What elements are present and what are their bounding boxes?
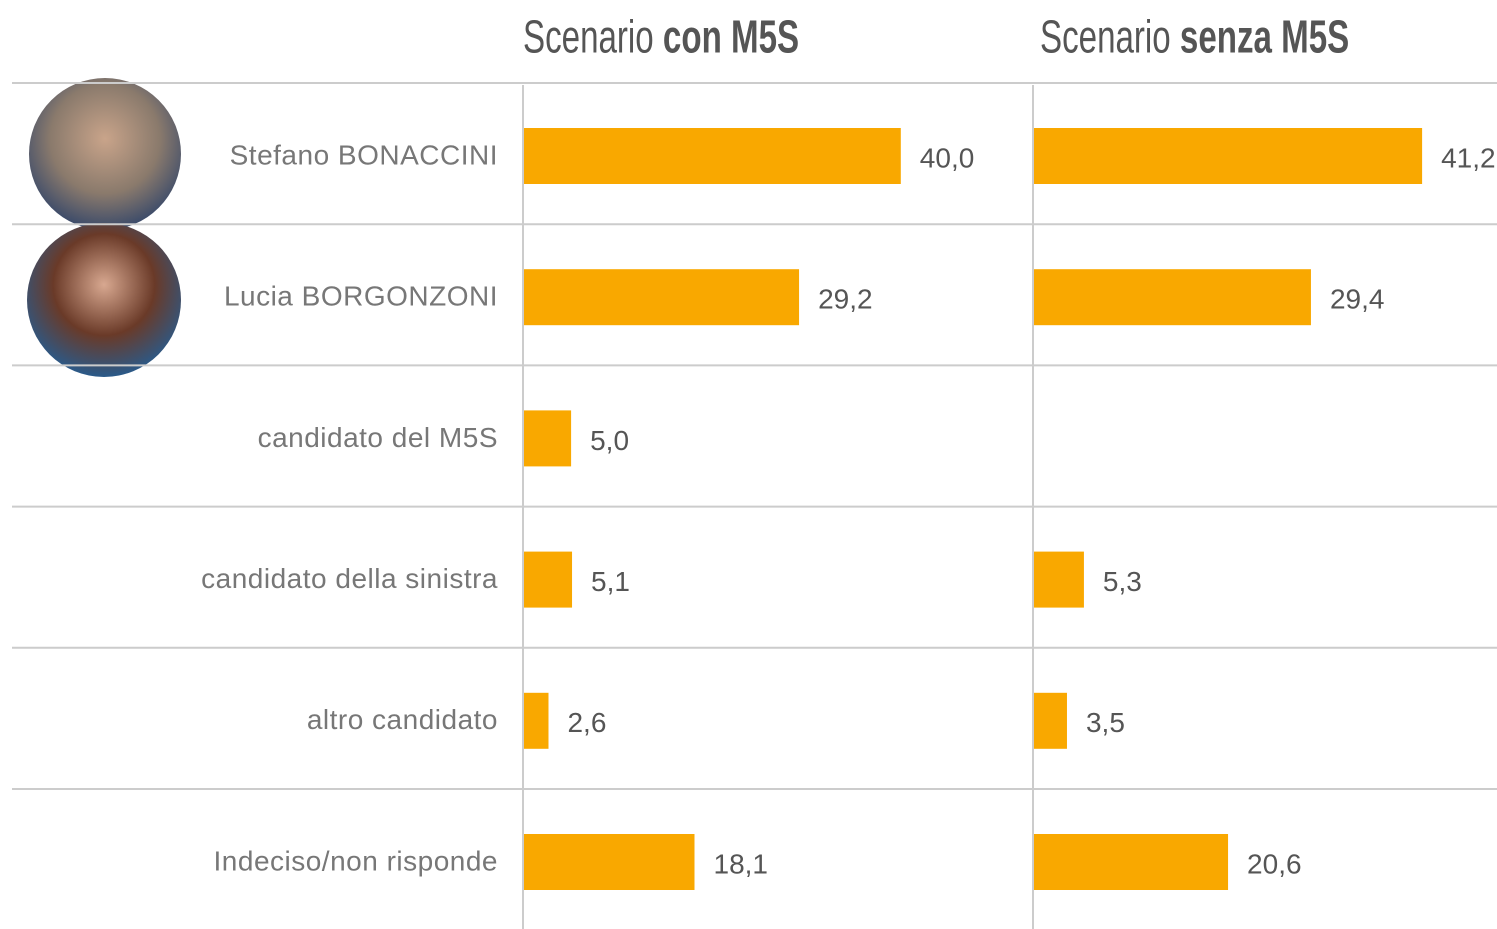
bar — [524, 269, 800, 326]
category-label: candidato del M5S — [258, 422, 498, 453]
bar — [1034, 834, 1229, 890]
bar — [524, 692, 549, 749]
panel-title-text: Scenario senza M5S — [1040, 12, 1349, 62]
bar — [524, 834, 695, 890]
value-label: 2,6 — [567, 707, 606, 738]
photo — [27, 223, 181, 377]
category-label: Indeciso/non risponde — [214, 845, 498, 876]
panel-title: Scenario con M5S — [523, 12, 799, 62]
bar — [1034, 551, 1084, 608]
panel-title: Scenario senza M5S — [1040, 12, 1349, 62]
value-label: 20,6 — [1247, 848, 1302, 879]
value-label: 5,3 — [1103, 566, 1142, 597]
bar — [524, 551, 573, 608]
title-prefix: Scenario — [523, 12, 654, 62]
title-prefix: Scenario — [1040, 12, 1171, 62]
bar — [524, 128, 901, 184]
value-label: 3,5 — [1086, 707, 1125, 738]
value-label: 29,4 — [1330, 284, 1385, 315]
value-label: 5,1 — [591, 566, 630, 597]
value-label: 29,2 — [818, 284, 873, 315]
photo — [29, 78, 181, 230]
category-label: Stefano BONACCINI — [230, 139, 498, 170]
value-label: 41,2 — [1441, 142, 1496, 173]
panel-title-text: Scenario con M5S — [523, 12, 799, 62]
bar — [1034, 128, 1423, 184]
title-emphasis: con M5S — [663, 12, 799, 62]
bar — [1034, 692, 1067, 749]
value-label: 18,1 — [714, 848, 769, 879]
bar — [1034, 269, 1311, 326]
category-label: candidato della sinistra — [201, 563, 498, 594]
bar — [524, 410, 572, 467]
value-label: 40,0 — [920, 142, 975, 173]
title-emphasis: senza M5S — [1180, 12, 1349, 62]
category-label: altro candidato — [307, 704, 498, 735]
category-label: Lucia BORGONZONI — [224, 281, 498, 312]
value-label: 5,0 — [590, 425, 629, 456]
